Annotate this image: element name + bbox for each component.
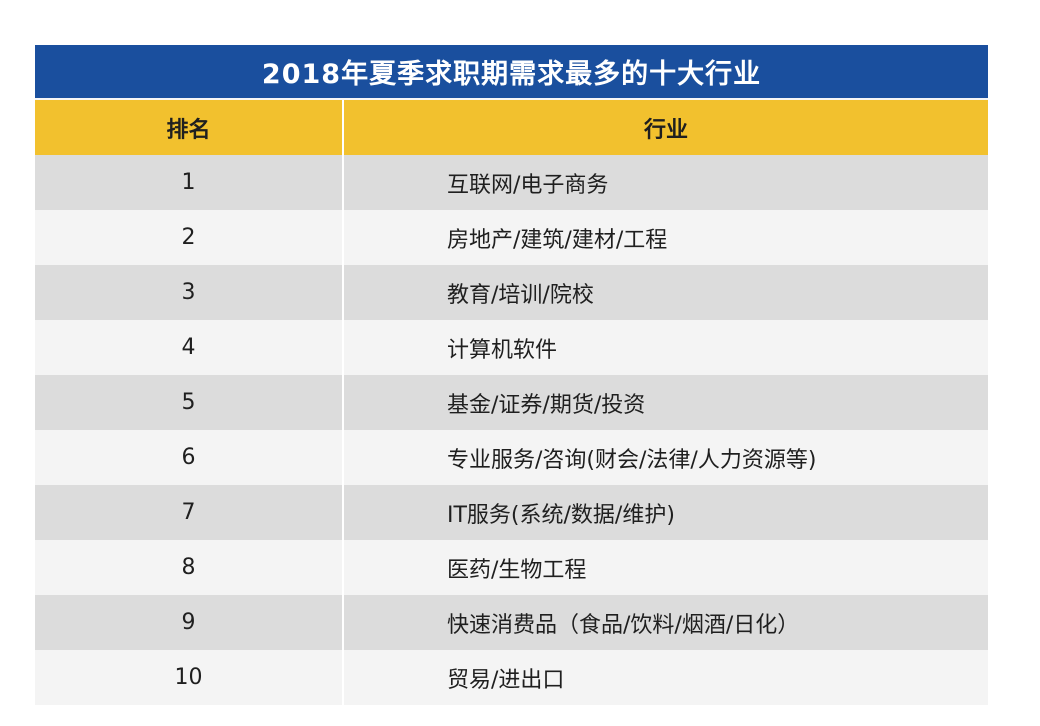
industry-cell: 专业服务/咨询(财会/法律/人力资源等) [447, 447, 817, 473]
table-row: 9 快速消费品（食品/饮料/烟酒/日化） [35, 595, 988, 650]
table-row: 6 专业服务/咨询(财会/法律/人力资源等) [35, 430, 988, 485]
industry-cell: 基金/证券/期货/投资 [447, 392, 646, 418]
table-row: 1 互联网/电子商务 [35, 155, 988, 210]
table-body: 1 互联网/电子商务 2 房地产/建筑/建材/工程 3 教育/培训/院校 4 计算机软件 5 基金… [35, 155, 988, 705]
rank-cell: 9 [35, 595, 344, 650]
industry-cell: 快速消费品（食品/饮料/烟酒/日化） [447, 612, 800, 638]
header-rank: 排名 [35, 100, 344, 155]
rank-cell: 10 [35, 650, 344, 705]
table-row: 8 医药/生物工程 [35, 540, 988, 595]
industry-cell: IT服务(系统/数据/维护) [447, 502, 675, 528]
rank-cell: 4 [35, 320, 344, 375]
table-row: 5 基金/证券/期货/投资 [35, 375, 988, 430]
industry-cell: 计算机软件 [447, 337, 558, 363]
industry-ranking-table: 2018年夏季求职期需求最多的十大行业 排名 行业 1 互联网/电子商务 2 房地产/… [35, 45, 988, 705]
rank-cell: 6 [35, 430, 344, 485]
rank-cell: 5 [35, 375, 344, 430]
table-row: 4 计算机软件 [35, 320, 988, 375]
industry-cell: 医药/生物工程 [447, 557, 587, 583]
table-row: 10 贸易/进出口 [35, 650, 988, 705]
rank-cell: 1 [35, 155, 344, 210]
rank-cell: 3 [35, 265, 344, 320]
industry-cell: 互联网/电子商务 [447, 172, 609, 198]
table-title: 2018年夏季求职期需求最多的十大行业 [35, 45, 988, 98]
table-row: 7 IT服务(系统/数据/维护) [35, 485, 988, 540]
rank-cell: 7 [35, 485, 344, 540]
header-industry: 行业 [643, 117, 688, 143]
industry-cell: 房地产/建筑/建材/工程 [447, 227, 668, 253]
table-row: 3 教育/培训/院校 [35, 265, 988, 320]
table-row: 2 房地产/建筑/建材/工程 [35, 210, 988, 265]
rank-cell: 2 [35, 210, 344, 265]
table-header-row: 排名 行业 [35, 98, 988, 155]
industry-cell: 贸易/进出口 [447, 667, 565, 693]
industry-cell: 教育/培训/院校 [447, 282, 594, 308]
rank-cell: 8 [35, 540, 344, 595]
